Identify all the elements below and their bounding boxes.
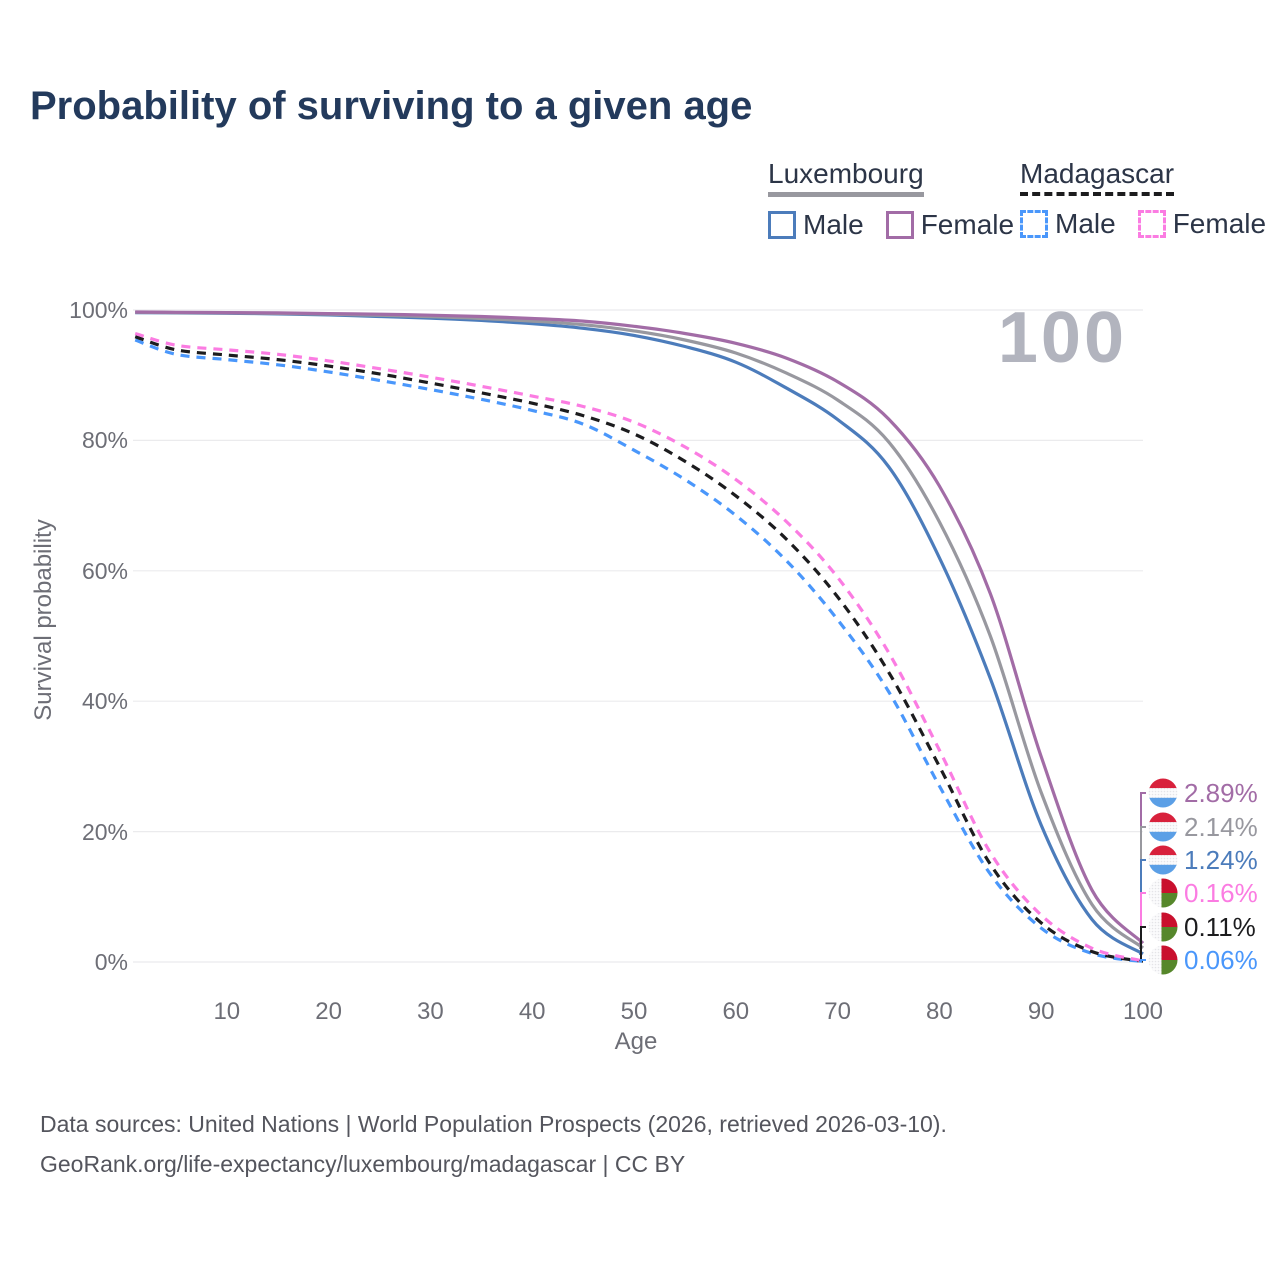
luxembourg-flag-icon [1148, 812, 1178, 842]
legend-country-label-madagascar: Madagascar [1020, 158, 1175, 196]
legend-item-label: Male [803, 209, 864, 240]
leader-line-madagascar-male [1139, 959, 1146, 963]
legend-item-label: Male [1055, 208, 1116, 239]
legend: Luxembourg Male Female Madagascar Male Female [0, 0, 1280, 260]
x-tick-label: 80 [926, 998, 953, 1025]
y-tick-label: 60% [81, 557, 128, 584]
x-tick-label: 40 [518, 998, 546, 1025]
end-label-value: 2.14% [1184, 811, 1258, 842]
end-label-luxembourg-female[interactable]: 2.89% [1148, 776, 1258, 810]
madagascar-flag-icon [1148, 945, 1178, 975]
end-label-madagascar-female[interactable]: 0.16% [1148, 876, 1258, 910]
footer-line-datasources: Data sources: United Nations | World Pop… [40, 1111, 947, 1137]
end-label-madagascar-both-sexes[interactable]: 0.11% [1148, 910, 1256, 944]
y-axis-title: Survival probability [30, 519, 57, 721]
curve-luxembourg-female[interactable] [135, 310, 1145, 945]
age-watermark: 100 [997, 298, 1127, 378]
end-label-value: 1.24% [1184, 844, 1258, 875]
x-tick-label: 90 [1027, 998, 1055, 1025]
legend-country-label-luxembourg: Luxembourg [768, 158, 924, 197]
curve-luxembourg-male[interactable] [135, 311, 1144, 956]
legend-item-madagascar-female[interactable]: Female [1137, 208, 1267, 240]
footer: Data sources: United Nations | World Pop… [40, 1104, 947, 1184]
legend-item-label: Female [1172, 208, 1267, 239]
legend-swatch [1137, 210, 1166, 238]
x-axis-title: Age [614, 1028, 658, 1055]
legend-swatch [768, 211, 796, 239]
y-tick-label: 40% [81, 688, 128, 715]
legend-group-luxembourg: Luxembourg Male Female [768, 158, 1036, 241]
x-tick-label: 50 [620, 998, 648, 1025]
y-tick-label: 80% [81, 427, 128, 454]
x-tick-label: 10 [213, 998, 241, 1025]
luxembourg-flag-icon [1148, 778, 1178, 808]
madagascar-flag-icon [1148, 878, 1178, 908]
end-label-value: 0.11% [1184, 911, 1256, 942]
legend-item-luxembourg-female[interactable]: Female [885, 209, 1015, 241]
x-tick-label: 70 [824, 998, 851, 1025]
madagascar-flag-icon [1148, 912, 1178, 942]
legend-group-madagascar: Madagascar Male Female [1020, 158, 1280, 240]
y-tick-label: 100% [69, 297, 128, 323]
x-tick-label: 60 [722, 998, 750, 1025]
footer-line-attribution: GeoRank.org/life-expectancy/luxembourg/m… [40, 1151, 686, 1177]
y-tick-label: 0% [94, 949, 128, 975]
page-title: Probability of surviving to a given age [30, 84, 753, 128]
x-tick-label: 100 [1122, 998, 1164, 1025]
end-label-value: 0.16% [1184, 877, 1258, 908]
legend-swatch [885, 211, 914, 239]
legend-item-luxembourg-male[interactable]: Male [768, 209, 864, 241]
curve-madagascar-both-sexes[interactable] [134, 335, 1144, 963]
end-label-luxembourg-both-sexes[interactable]: 2.14% [1148, 810, 1258, 844]
end-label-madagascar-male[interactable]: 0.06% [1148, 943, 1258, 977]
x-tick-label: 20 [315, 998, 342, 1025]
legend-item-label: Female [920, 209, 1015, 240]
curve-madagascar-female[interactable] [134, 331, 1144, 963]
curve-luxembourg-both-sexes[interactable] [135, 310, 1145, 950]
end-label-luxembourg-male[interactable]: 1.24% [1148, 843, 1258, 877]
luxembourg-flag-icon [1148, 845, 1178, 875]
legend-swatch [1020, 210, 1048, 238]
legend-item-madagascar-male[interactable]: Male [1020, 208, 1116, 240]
end-label-value: 0.06% [1184, 944, 1258, 975]
leader-line-madagascar-both-sexes [1139, 926, 1146, 963]
x-tick-label: 30 [417, 998, 444, 1025]
curve-madagascar-male[interactable] [134, 338, 1144, 964]
end-label-value: 2.89% [1184, 777, 1258, 808]
y-tick-label: 20% [81, 818, 128, 845]
